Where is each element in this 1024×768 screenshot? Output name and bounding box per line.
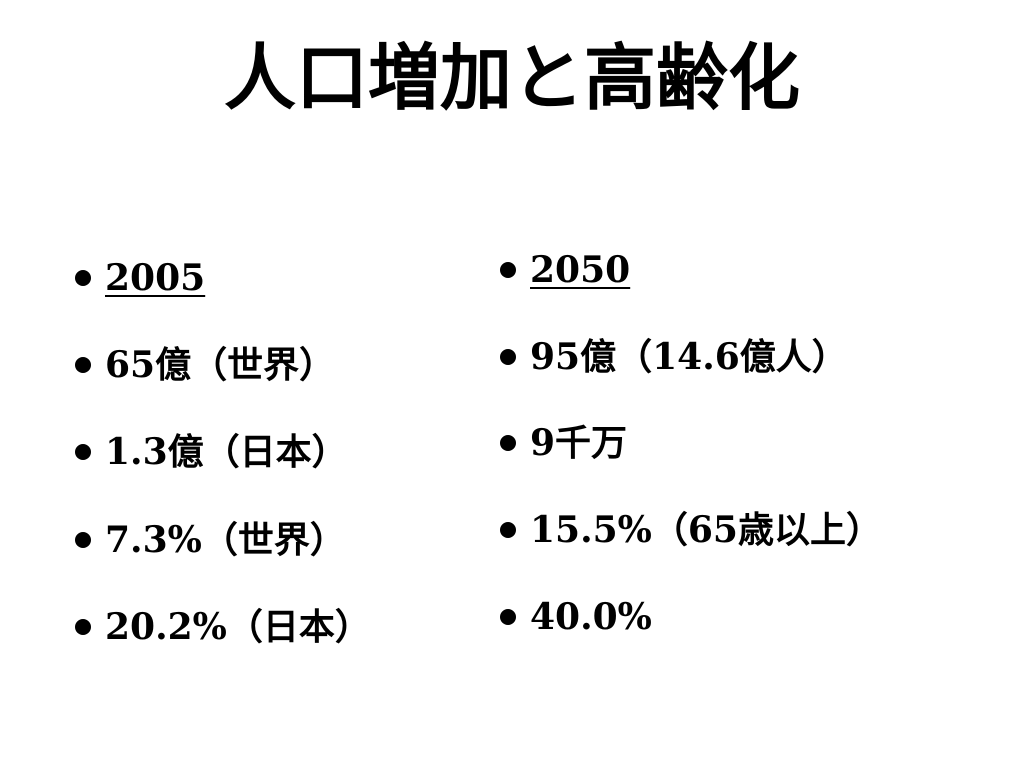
bullet [75,270,91,286]
bullet [500,609,516,625]
item-text: 9千万 [530,422,628,464]
bullet [75,357,91,373]
item-text: 7.3%（世界） [105,519,346,561]
bullet [500,262,516,278]
bullet [500,435,516,451]
item-text: 2005 [105,257,206,299]
item-text: 95億（14.6億人） [530,336,848,378]
right-column: 2050 95億（14.6億人） 9千万 15.5%（65歳以上） 40.0% [500,0,980,768]
item-text: 2050 [530,249,631,291]
item-text: 1.3億（日本） [105,431,348,473]
item-text: 15.5%（65歳以上） [530,509,882,551]
bullet [75,444,91,460]
bullet [500,349,516,365]
item-text: 40.0% [530,596,652,638]
slide-title: 人口増加と高齢化 [223,35,800,120]
left-column: 2005 65億（世界） 1.3億（日本） 7.3%（世界） 20.2%（日本） [75,0,555,768]
bullet [500,522,516,538]
item-text: 20.2%（日本） [105,606,371,648]
bullet [75,619,91,635]
item-text: 65億（世界） [105,344,336,386]
bullet [75,532,91,548]
